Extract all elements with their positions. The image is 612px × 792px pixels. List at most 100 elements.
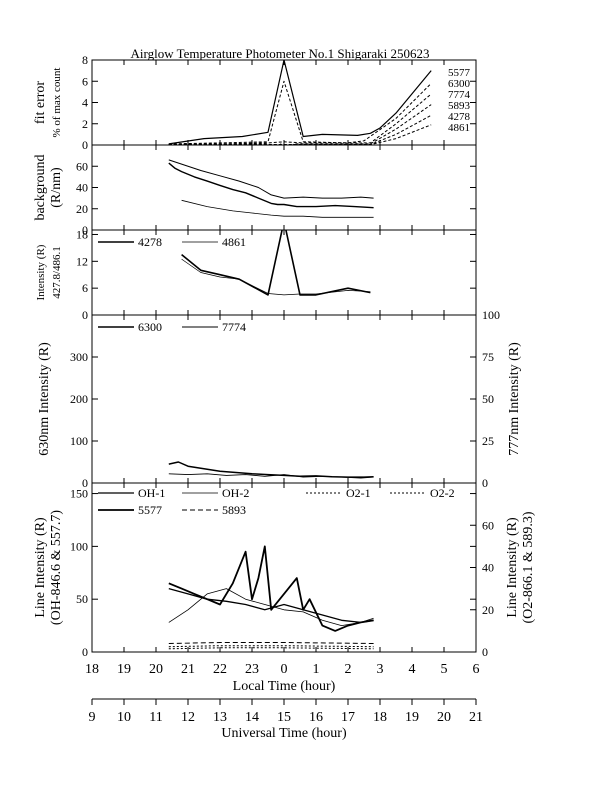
local-time-tick-label: 4: [409, 662, 416, 677]
series-group: [168, 159, 374, 218]
panel-frame: [91, 59, 477, 146]
ut-tick-label: 17: [341, 710, 355, 725]
legend-label: O2-2: [430, 486, 455, 500]
panel-intensity-630-777: 0 100 200 300 0 25 50 75 100 630nm Intensity (R) 7…: [37, 308, 522, 490]
legend-label: 4861: [448, 122, 470, 134]
series-line-6300: [168, 461, 374, 478]
panel-frame: [91, 144, 477, 231]
ut-tick-label: 15: [277, 710, 291, 725]
series-line-O2-1: [168, 647, 374, 650]
ut-tick-label: 9: [89, 710, 96, 725]
y-tick-label: 0: [82, 645, 88, 659]
series-line-7774: [168, 473, 374, 479]
legend-label: 4278: [448, 111, 471, 123]
local-time-tick-label: 3: [377, 662, 384, 677]
series-line-O2-2: [168, 645, 374, 648]
series-group: [168, 461, 374, 479]
y-tick-label: 100: [70, 434, 88, 448]
panel-frame: [91, 314, 477, 484]
y-axis-label: Line Intensity (R): [33, 517, 48, 618]
ut-tick-label: 11: [149, 710, 162, 725]
ut-tick-label: 18: [373, 710, 387, 725]
ut-tick-label: 13: [213, 710, 227, 725]
ut-tick-label: 16: [309, 710, 323, 725]
y-tick-label: 0: [82, 138, 88, 152]
y2-axis-label: Line Intensity (R): [505, 517, 520, 618]
panel-background: 0 20 40 60 background (R/nm): [33, 144, 477, 237]
series-group: [168, 545, 374, 650]
series-line-trace-2: [168, 159, 374, 199]
y-axis-label: 427.8/486.1: [51, 246, 63, 299]
series-line-trace-1: [168, 162, 374, 209]
series-line-5893: [168, 642, 374, 644]
panel-intensity-427-486: 0 6 12 18 Intensity (R) 427.8/486.1 4278 4861: [35, 227, 477, 322]
y2-axis-label: 777nm Intensity (R): [507, 342, 522, 456]
y-tick-label: 8: [82, 53, 88, 67]
y-tick-label: 0: [82, 223, 88, 237]
y2-tick-label: 100: [482, 308, 500, 322]
local-time-tick-label: 19: [117, 662, 131, 677]
y2-tick-label: 25: [482, 434, 494, 448]
y-axis-label: % of max count: [51, 68, 63, 138]
legend-label: 5577: [448, 67, 471, 79]
y-tick-label: 50: [76, 592, 88, 606]
local-time-tick-label: 1: [313, 662, 320, 677]
ut-tick-label: 19: [405, 710, 419, 725]
chart-title: Airglow Temperature Photometer No.1 Shig…: [131, 46, 430, 61]
legend-label: 6300: [138, 320, 162, 334]
series-group: [168, 60, 432, 145]
y-tick-label: 6: [82, 281, 88, 295]
ut-tick-label: 20: [437, 710, 451, 725]
series-line-4861: [181, 258, 371, 296]
y-axis-label: fit error: [33, 81, 48, 124]
local-time-tick-label: 22: [213, 662, 227, 677]
series-line-6300: [168, 80, 432, 145]
y-tick-label: 0: [82, 476, 88, 490]
legend-label: 4278: [138, 235, 162, 249]
series-line-5577: [168, 545, 374, 632]
legend-label: 7774: [448, 89, 471, 101]
y-tick-label: 100: [70, 539, 88, 553]
series-line-4278: [168, 114, 432, 145]
series-group: [181, 230, 371, 296]
series-line-4278: [181, 230, 371, 296]
y2-tick-label: 0: [482, 476, 488, 490]
legend-label: 6300: [448, 78, 471, 90]
y-axis-label: background: [33, 154, 48, 220]
y-axis-label: Intensity (R): [35, 244, 47, 300]
local-time-tick-label: 2: [345, 662, 352, 677]
y-tick-label: 60: [76, 159, 88, 173]
y2-tick-label: 40: [482, 561, 494, 575]
local-time-tick-label: 0: [281, 662, 288, 677]
series-line-5893: [168, 104, 432, 145]
series-line-4861: [168, 124, 432, 145]
panel-fit-error: 0 2 4 6 8 fit error% of max count 557763007774…: [33, 53, 477, 152]
y2-tick-label: 20: [482, 603, 494, 617]
y-tick-label: 20: [76, 202, 88, 216]
y-tick-label: 150: [70, 487, 88, 501]
y-tick-label: 0: [82, 308, 88, 322]
y-tick-label: 2: [82, 117, 88, 131]
legend-label: 4861: [222, 235, 246, 249]
ut-tick-label: 12: [181, 710, 195, 725]
legend-label: 5893: [222, 503, 246, 517]
legend-label: 5893: [448, 100, 471, 112]
local-time-tick-label: 18: [85, 662, 99, 677]
legend-label: O2-1: [346, 486, 371, 500]
y-tick-label: 4: [82, 96, 88, 110]
y2-tick-label: 60: [482, 518, 494, 532]
y-axis-label: (R/nm): [49, 167, 64, 208]
legend-label: OH-2: [222, 486, 249, 500]
ut-tick-label: 14: [245, 710, 259, 725]
series-line-7774: [168, 93, 432, 145]
y-tick-label: 18: [76, 227, 88, 241]
y2-tick-label: 50: [482, 392, 494, 406]
local-time-tick-label: 6: [473, 662, 480, 677]
local-time-tick-label: 5: [441, 662, 448, 677]
ut-tick-label: 21: [469, 710, 483, 725]
y2-axis-label: (O2-866.1 & 589.3): [521, 511, 536, 623]
local-time-tick-label: 20: [149, 662, 163, 677]
